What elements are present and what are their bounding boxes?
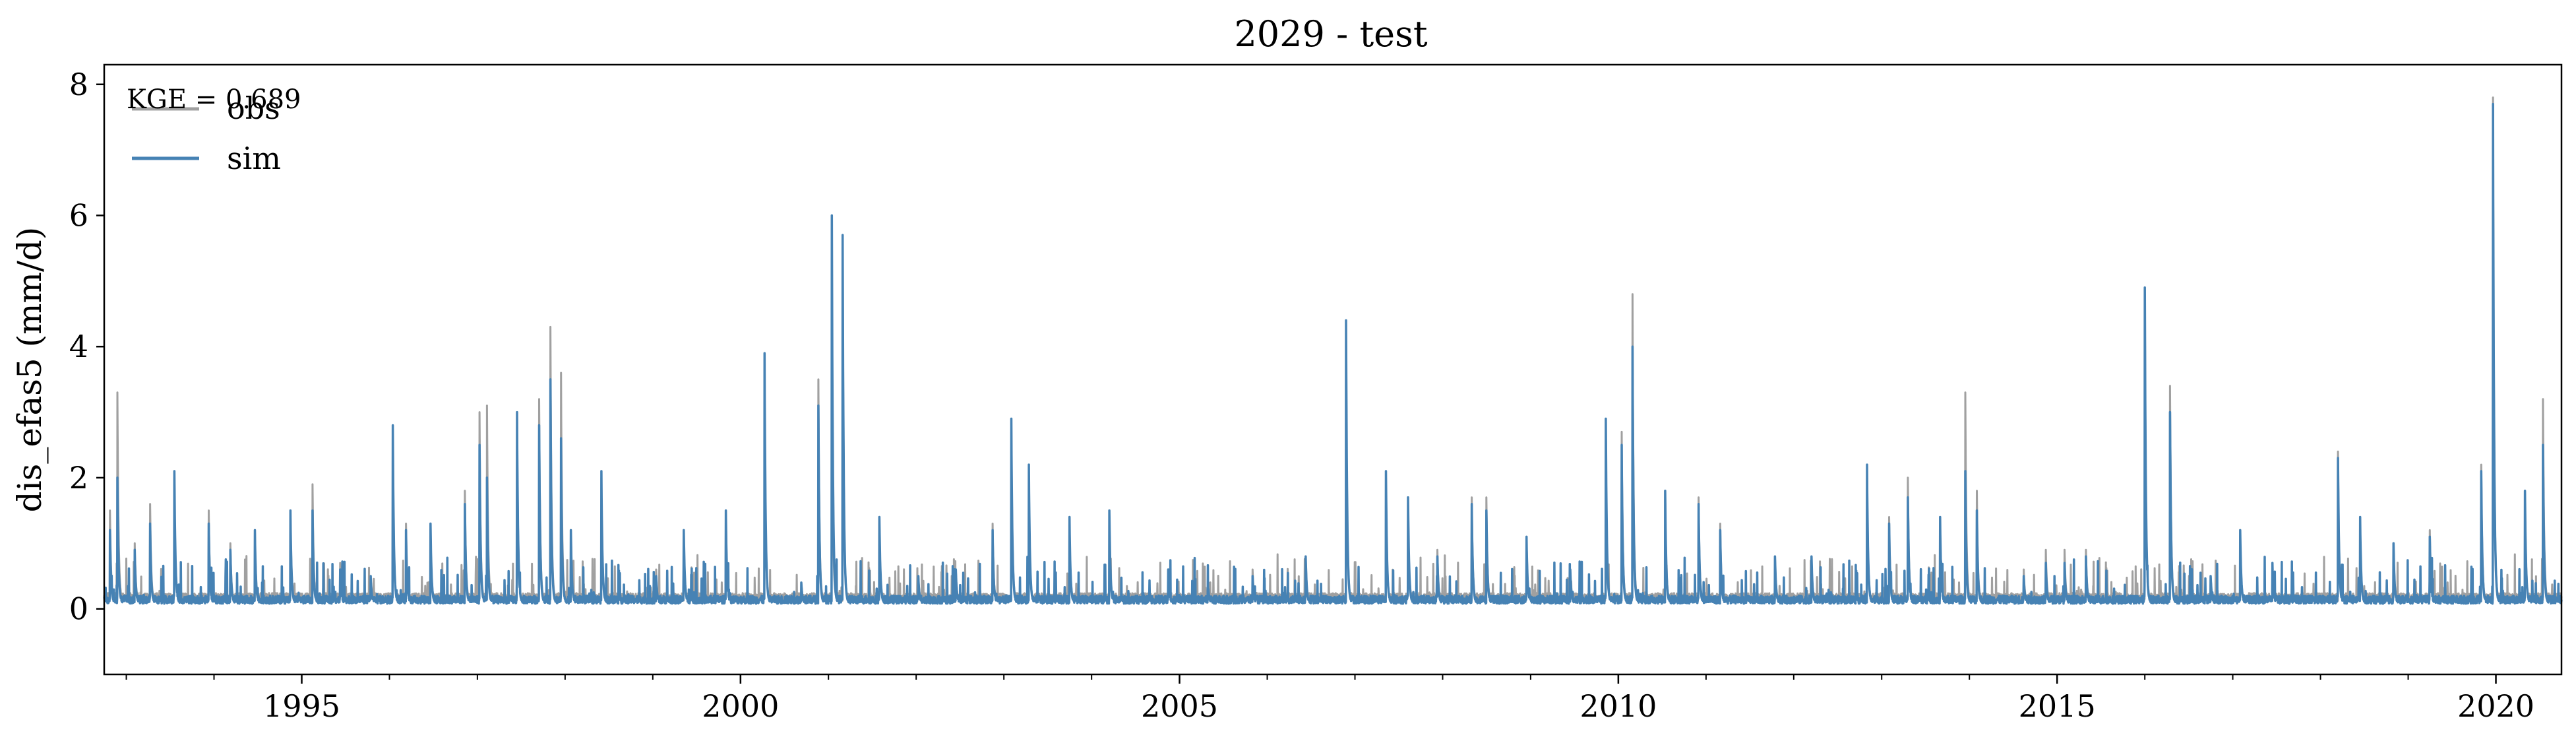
- series-line-sim: [103, 102, 2563, 605]
- legend-sim-label: sim: [227, 141, 281, 176]
- y-tick-label: 2: [69, 460, 88, 496]
- y-axis-label: dis_efas5 (mm/d): [11, 227, 49, 513]
- y-tick-label: 6: [69, 198, 88, 234]
- x-axis: 1995 2000 2005 2010 2015 2020: [125, 674, 2534, 724]
- y-tick-label: 8: [69, 67, 88, 102]
- x-tick-label: 2015: [2019, 688, 2096, 724]
- legend: obs sim: [132, 90, 281, 176]
- x-tick-label: 2005: [1141, 688, 1218, 724]
- y-axis: 0 2 4 6 8: [69, 67, 104, 627]
- axes-frame: [103, 63, 2563, 676]
- x-tick-label: 2020: [2457, 688, 2534, 724]
- x-tick-label: 2000: [702, 688, 779, 724]
- y-tick-label: 0: [69, 591, 88, 627]
- kge-annotation: KGE = 0.689: [127, 84, 301, 115]
- x-tick-label: 2010: [1579, 688, 1657, 724]
- chart-title: 2029 - test: [1234, 13, 1427, 55]
- x-tick-label: 1995: [263, 688, 340, 724]
- legend-obs-label: obs: [227, 90, 280, 126]
- series-layer: [103, 96, 2563, 605]
- y-tick-label: 4: [69, 329, 88, 364]
